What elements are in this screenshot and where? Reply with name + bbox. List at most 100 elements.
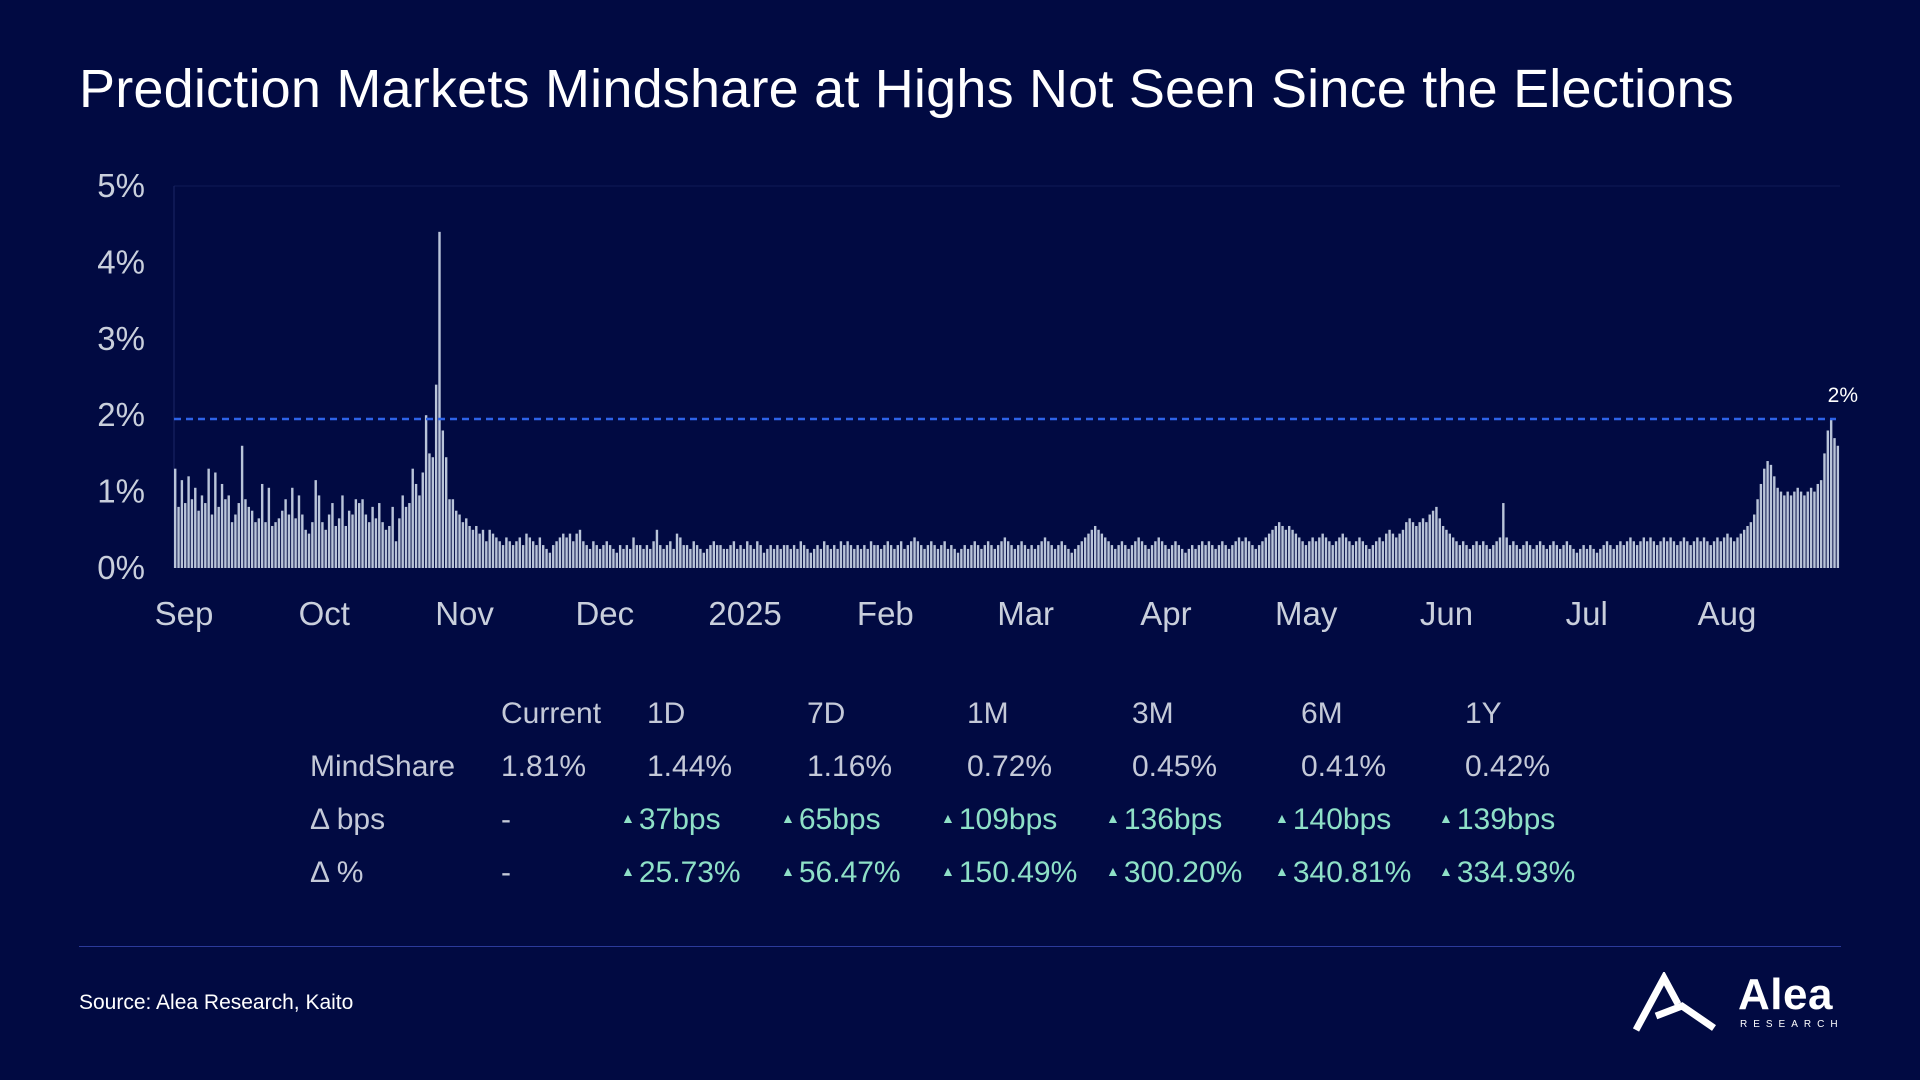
bar [1090,529,1094,568]
bar [752,548,756,568]
bar [511,545,515,568]
bar [1649,537,1652,568]
bar [1117,545,1120,568]
bar [247,506,251,568]
up-arrow-icon: ▲ [1439,863,1453,879]
bar [1609,545,1612,568]
stat-cell: ▲ 37bps [621,803,721,836]
bar [1575,552,1579,568]
bar [1304,545,1308,568]
bar [682,545,685,568]
bar [1716,537,1719,568]
alea-logo: Alea RESEARCH [1630,970,1840,1036]
bar [776,545,779,568]
bar [1164,545,1167,568]
bar [659,545,662,568]
bar [980,548,983,568]
bar [438,231,441,568]
bar [866,548,869,568]
bar [1237,537,1241,568]
bar [1538,541,1542,568]
bar [1274,525,1278,568]
bar [1341,533,1344,568]
bar [1746,525,1749,568]
bar [1411,522,1415,568]
bar [1435,506,1438,568]
bar [1247,541,1251,568]
bar [1686,541,1689,568]
bar [1093,525,1097,568]
bar [378,503,381,568]
bar [1251,545,1254,568]
bar [625,545,629,568]
bar [277,518,281,568]
bar [1508,545,1512,568]
bar [358,503,361,568]
bar [1214,548,1217,568]
bar [1495,541,1498,568]
bar [1114,548,1117,568]
bar [782,545,786,568]
bar [361,499,364,568]
bar [1438,518,1441,568]
bar [1803,495,1806,568]
bar [240,445,244,568]
bar [518,537,521,568]
bar [1043,537,1047,568]
bar [1060,541,1063,568]
stat-cell: - [501,856,511,889]
bar [1612,548,1615,568]
bar [1451,537,1455,568]
bar [756,541,759,568]
bar [421,472,424,568]
bar [1197,545,1201,568]
bar [1311,537,1314,568]
bar [1498,537,1502,568]
y-tick-label: 3% [97,320,145,357]
bar [1679,541,1682,568]
bar [475,525,478,568]
bar [531,541,535,568]
bar [1753,514,1756,568]
column-header: 1M [967,697,1009,730]
bar [779,548,782,568]
bar [1756,499,1759,568]
row-label: Δ bps [310,803,386,836]
bar [662,548,665,568]
bar [220,483,224,568]
stat-cell: ▲ 109bps [941,803,1058,836]
bar [1829,419,1833,568]
bar [1318,537,1321,568]
bar [1552,541,1555,568]
bar [304,529,307,568]
bar [1729,537,1733,568]
bar [1077,545,1080,568]
bar [548,552,552,568]
bar [749,545,752,568]
stat-cell: 1.44% [647,750,733,783]
bar [986,541,990,568]
bar [739,545,742,568]
bar [1431,510,1435,568]
bar [762,552,766,568]
bar [869,541,873,568]
bar [665,545,669,568]
bar [347,510,351,568]
bar [689,548,692,568]
x-tick-label: Dec [575,595,634,632]
up-arrow-icon: ▲ [1106,863,1120,879]
x-tick-label: Apr [1140,595,1191,632]
bar [1585,548,1589,568]
bar [311,522,314,568]
bar [976,545,980,568]
bar [1535,545,1538,568]
bar [1291,529,1294,568]
bar [883,545,886,568]
bar [1635,545,1639,568]
bar [294,518,297,568]
bar [1749,522,1753,568]
column-header: Current [501,697,602,730]
bar [1582,545,1585,568]
bar [655,529,659,568]
